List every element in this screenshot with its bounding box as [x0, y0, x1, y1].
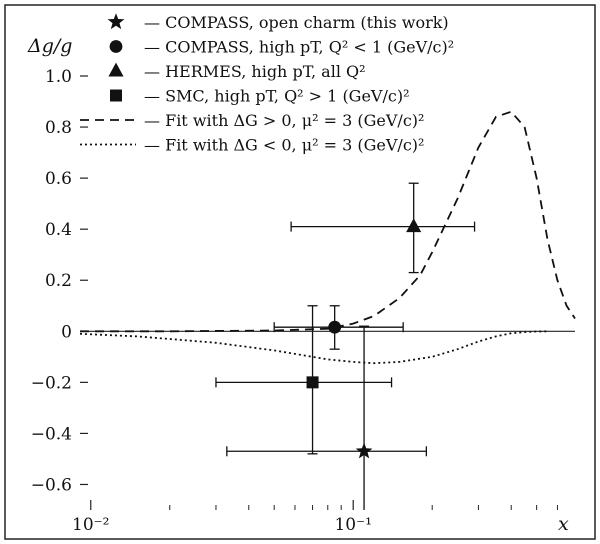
- legend: — COMPASS, open charm (this work) — COMPA…: [80, 13, 454, 155]
- y-tick-label: −0.2: [31, 373, 72, 393]
- x-tick-labels: 10⁻² 10⁻¹: [72, 500, 558, 535]
- legend-entry: — SMC, high pT, Q² > 1 (GeV/c)²: [110, 87, 410, 106]
- y-tick-label: −0.4: [31, 424, 72, 444]
- data-points: [215, 182, 476, 510]
- y-axis-title: Δg/g: [27, 35, 72, 57]
- legend-label: — Fit with ΔG < 0, μ² = 3 (GeV/c)²: [144, 136, 424, 155]
- data-point-star: [226, 325, 428, 510]
- y-tick-label: 0.4: [45, 220, 72, 240]
- legend-label: — COMPASS, open charm (this work): [144, 13, 449, 32]
- legend-entry: — Fit with ΔG > 0, μ² = 3 (GeV/c)²: [80, 111, 424, 130]
- legend-entry: — COMPASS, high pT, Q² < 1 (GeV/c)²: [109, 38, 454, 57]
- legend-entry: — COMPASS, open charm (this work): [107, 13, 449, 32]
- fit-curve-dashed: [80, 110, 576, 333]
- legend-label: — HERMES, high pT, all Q²: [144, 62, 366, 81]
- legend-marker-square: [110, 89, 122, 102]
- x-axis-title: x: [558, 513, 569, 535]
- plot-frame: [4, 4, 596, 540]
- legend-label: — Fit with ΔG > 0, μ² = 3 (GeV/c)²: [144, 111, 424, 130]
- x-tick-label: 10⁻²: [72, 515, 109, 535]
- y-tick-label: −0.6: [31, 475, 72, 495]
- marker-triangle: [406, 218, 422, 233]
- legend-marker-star: [107, 13, 125, 30]
- legend-label: — COMPASS, high pT, Q² < 1 (GeV/c)²: [144, 38, 454, 57]
- legend-marker-triangle: [108, 62, 124, 77]
- fit-curve-dotted: [79, 330, 548, 365]
- marker-star: [355, 442, 373, 459]
- legend-label: — SMC, high pT, Q² > 1 (GeV/c)²: [144, 87, 410, 106]
- y-tick-label: 0.2: [45, 271, 72, 291]
- y-tick-label: 0.6: [45, 169, 72, 189]
- y-tick-label: 0: [61, 322, 72, 342]
- legend-entry: — Fit with ΔG < 0, μ² = 3 (GeV/c)²: [80, 136, 424, 155]
- fit-curves: [79, 110, 576, 365]
- y-tick-label: 0.8: [45, 118, 72, 138]
- x-tick-label: 10⁻¹: [334, 515, 371, 535]
- data-point-circle: [273, 305, 404, 350]
- legend-marker-circle: [109, 40, 123, 53]
- data-point-triangle: [290, 182, 476, 274]
- data-point-square: [215, 305, 393, 455]
- marker-circle: [328, 320, 342, 334]
- marker-square: [306, 376, 319, 389]
- legend-entry: — HERMES, high pT, all Q²: [108, 62, 366, 81]
- y-tick-label: 1.0: [45, 67, 72, 87]
- y-tick-labels: 1.0 0.8 0.6 0.4 0.2 0 −0.2 −0.4 −0.6: [31, 67, 88, 495]
